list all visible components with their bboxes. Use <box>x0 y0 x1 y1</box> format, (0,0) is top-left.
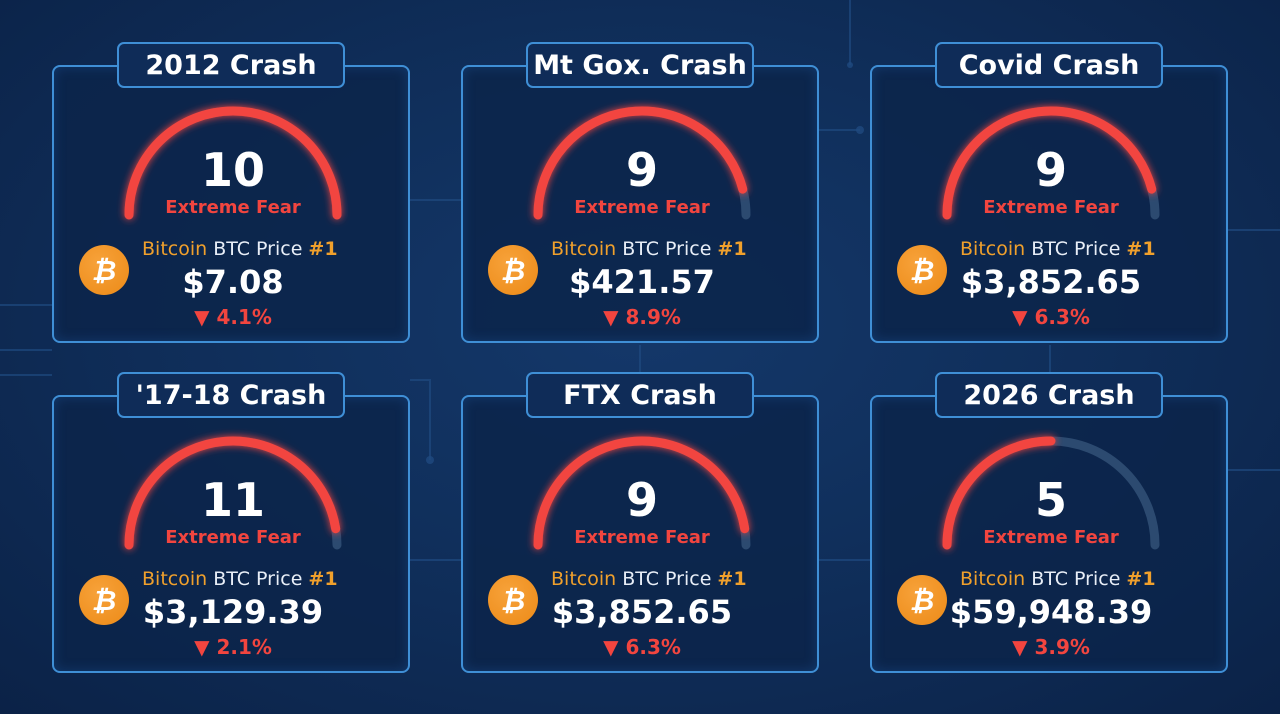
crash-card: 2026 Crash 5 Extreme Fear ₿ Bitcoin BTC … <box>870 372 1228 673</box>
bitcoin-icon: ₿ <box>897 245 947 295</box>
card-title: '17-18 Crash <box>117 372 345 418</box>
sentiment-label: Extreme Fear <box>983 527 1119 548</box>
gauge-fill <box>942 106 1157 220</box>
coin-name: Bitcoin <box>142 568 208 590</box>
btc-price: $59,948.39 <box>949 593 1153 631</box>
fear-score: 9 <box>625 473 658 527</box>
crash-card: '17-18 Crash 11 Extreme Fear ₿ Bitcoin B… <box>52 372 410 673</box>
price-change: ▼ 6.3% <box>603 635 681 659</box>
bitcoin-icon: ₿ <box>488 575 538 625</box>
btc-price: $7.08 <box>182 263 284 301</box>
fear-gauge <box>533 436 751 550</box>
crash-card: FTX Crash 9 Extreme Fear ₿ Bitcoin BTC P… <box>461 372 819 673</box>
coin-desc: BTC Price <box>1025 238 1127 260</box>
card-title: FTX Crash <box>526 372 754 418</box>
card-title-text: 2012 Crash <box>145 49 317 81</box>
coin-desc: BTC Price <box>207 238 309 260</box>
coin-line: Bitcoin BTC Price #1 <box>142 568 338 590</box>
price-change: ▼ 6.3% <box>1012 305 1090 329</box>
fear-gauge <box>533 106 751 220</box>
price-change: ▼ 2.1% <box>194 635 272 659</box>
fear-gauge <box>124 106 342 220</box>
sentiment-label: Extreme Fear <box>574 527 710 548</box>
btc-price: $421.57 <box>569 263 715 301</box>
bitcoin-icon: ₿ <box>488 245 538 295</box>
coin-line: Bitcoin BTC Price #1 <box>960 238 1156 260</box>
crash-card: 2012 Crash 10 Extreme Fear ₿ Bitcoin BTC… <box>52 42 410 343</box>
fear-score: 9 <box>625 143 658 197</box>
crash-card: Covid Crash 9 Extreme Fear ₿ Bitcoin BTC… <box>870 42 1228 343</box>
gauge-fill <box>533 106 748 220</box>
coin-desc: BTC Price <box>1025 568 1127 590</box>
gauge-fill <box>533 436 750 550</box>
coin-line: Bitcoin BTC Price #1 <box>142 238 338 260</box>
fear-score: 11 <box>200 473 265 527</box>
fear-score: 10 <box>200 143 265 197</box>
card-title: Covid Crash <box>935 42 1163 88</box>
coin-name: Bitcoin <box>551 568 617 590</box>
card-title-text: Mt Gox. Crash <box>533 49 747 81</box>
coin-name: Bitcoin <box>960 568 1026 590</box>
coin-name: Bitcoin <box>960 238 1026 260</box>
price-change: ▼ 4.1% <box>194 305 272 329</box>
card-title-text: 2026 Crash <box>963 379 1135 411</box>
coin-desc: BTC Price <box>616 238 718 260</box>
coin-rank: #1 <box>717 238 747 260</box>
sentiment-label: Extreme Fear <box>165 197 301 218</box>
coin-rank: #1 <box>1126 238 1156 260</box>
bitcoin-icon: ₿ <box>79 575 129 625</box>
btc-price: $3,129.39 <box>142 593 324 631</box>
fear-score: 9 <box>1034 143 1067 197</box>
coin-desc: BTC Price <box>616 568 718 590</box>
bitcoin-icon: ₿ <box>897 575 947 625</box>
fear-gauge <box>942 436 1160 550</box>
coin-line: Bitcoin BTC Price #1 <box>551 568 747 590</box>
fear-score: 5 <box>1034 473 1067 527</box>
sentiment-label: Extreme Fear <box>983 197 1119 218</box>
card-title: Mt Gox. Crash <box>526 42 754 88</box>
fear-gauge <box>124 436 342 550</box>
card-title-text: FTX Crash <box>563 379 717 411</box>
coin-name: Bitcoin <box>142 238 208 260</box>
card-title: 2026 Crash <box>935 372 1163 418</box>
gauge-fill <box>124 106 342 220</box>
coin-rank: #1 <box>1126 568 1156 590</box>
btc-price: $3,852.65 <box>960 263 1142 301</box>
fear-gauge <box>942 106 1160 220</box>
price-change: ▼ 3.9% <box>1012 635 1090 659</box>
card-title-text: '17-18 Crash <box>135 379 327 411</box>
coin-rank: #1 <box>308 568 338 590</box>
coin-rank: #1 <box>717 568 747 590</box>
crash-card: Mt Gox. Crash 9 Extreme Fear ₿ Bitcoin B… <box>461 42 819 343</box>
card-title: 2012 Crash <box>117 42 345 88</box>
coin-desc: BTC Price <box>207 568 309 590</box>
sentiment-label: Extreme Fear <box>574 197 710 218</box>
btc-price: $3,852.65 <box>551 593 733 631</box>
bitcoin-icon: ₿ <box>79 245 129 295</box>
price-change: ▼ 8.9% <box>603 305 681 329</box>
gauge-fill <box>124 436 341 550</box>
coin-name: Bitcoin <box>551 238 617 260</box>
coin-line: Bitcoin BTC Price #1 <box>551 238 747 260</box>
coin-rank: #1 <box>308 238 338 260</box>
gauge-fill <box>942 436 1056 550</box>
card-title-text: Covid Crash <box>958 49 1140 81</box>
sentiment-label: Extreme Fear <box>165 527 301 548</box>
coin-line: Bitcoin BTC Price #1 <box>960 568 1156 590</box>
